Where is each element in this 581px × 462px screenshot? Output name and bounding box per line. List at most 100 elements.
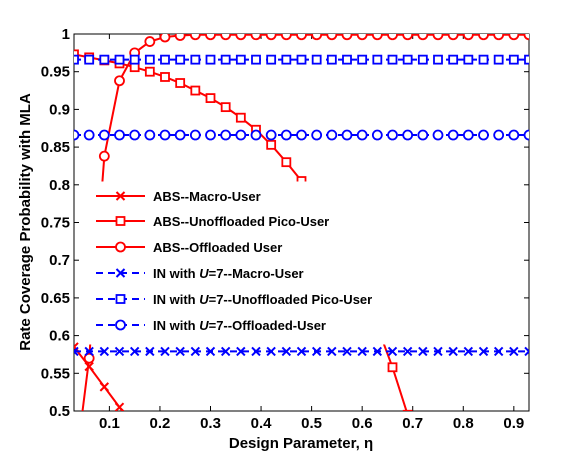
data-point — [311, 54, 322, 65]
data-point — [433, 346, 443, 357]
data-point — [280, 129, 292, 141]
legend-item: ABS--Unoffloaded Pico-User — [96, 214, 329, 229]
series-layer — [74, 34, 529, 411]
data-point — [144, 129, 156, 141]
data-point — [265, 34, 277, 41]
x-tick-label: 0.6 — [352, 415, 373, 432]
data-point — [83, 129, 95, 141]
legend-label-var: U — [199, 292, 209, 307]
data-point — [114, 346, 125, 357]
legend-label: IN with U=7--Offloaded-User — [153, 318, 326, 333]
data-point — [387, 54, 398, 65]
data-point — [326, 129, 338, 141]
data-point — [432, 129, 444, 141]
data-point — [74, 129, 80, 141]
x-tick-label: 0.4 — [251, 415, 273, 432]
data-point — [98, 129, 110, 141]
data-point — [342, 346, 352, 357]
data-point — [371, 129, 383, 141]
data-point — [356, 34, 368, 41]
legend-label: IN with U=7--Unoffloaded Pico-User — [153, 292, 372, 307]
legend-label: ABS--Offloaded User — [153, 240, 282, 255]
data-point — [174, 129, 186, 141]
data-point — [508, 34, 520, 41]
y-tick-label: 1 — [62, 26, 70, 43]
data-point — [265, 129, 277, 141]
y-tick-label: 0.8 — [49, 177, 70, 194]
data-point — [189, 129, 201, 141]
data-point — [144, 54, 155, 65]
data-point — [432, 34, 444, 41]
data-point — [402, 54, 413, 65]
data-point — [205, 129, 216, 141]
data-point — [478, 34, 489, 41]
data-point — [175, 54, 186, 65]
data-point — [220, 34, 232, 41]
x-axis-label: Design Parameter, η — [229, 435, 373, 452]
data-point — [296, 346, 307, 357]
data-point — [251, 346, 261, 357]
legend-label-suffix: =7--Unoffloaded Pico-User — [209, 292, 373, 307]
data-point — [509, 346, 519, 357]
data-point — [205, 34, 216, 41]
y-tick-label: 0.7 — [49, 252, 70, 269]
data-point — [478, 346, 489, 357]
legend-label-prefix: IN with — [153, 318, 199, 333]
data-point — [190, 85, 201, 96]
data-point — [159, 129, 171, 141]
data-point — [371, 34, 383, 41]
data-point — [190, 54, 201, 65]
data-point — [281, 54, 292, 65]
x-tick-label: 0.5 — [301, 415, 322, 432]
data-point — [190, 346, 201, 357]
data-point — [493, 129, 505, 141]
data-point — [84, 361, 94, 372]
data-point — [523, 34, 529, 41]
data-point — [74, 346, 79, 357]
data-point — [114, 75, 125, 87]
data-point — [281, 346, 292, 357]
data-point — [159, 34, 171, 43]
data-point — [83, 352, 95, 364]
data-point — [433, 54, 443, 65]
data-point — [448, 346, 458, 357]
data-point — [478, 54, 489, 65]
legend-label-prefix: IN with — [153, 292, 199, 307]
y-tick-label: 0.75 — [41, 215, 70, 232]
data-point — [448, 54, 459, 65]
x-tick-label: 0.2 — [150, 415, 171, 432]
data-point — [220, 346, 231, 357]
data-point — [327, 346, 337, 357]
data-point — [417, 34, 429, 41]
data-point — [478, 129, 489, 141]
legend-label: ABS--Macro-User — [153, 189, 261, 204]
data-point — [205, 346, 216, 357]
data-point — [326, 34, 338, 41]
legend-label-prefix: ABS--Offloaded User — [153, 240, 282, 255]
data-point — [462, 129, 474, 141]
data-point — [99, 382, 110, 392]
data-point — [235, 34, 247, 41]
series-4 — [74, 54, 529, 65]
data-point — [462, 34, 474, 41]
data-point — [447, 129, 459, 141]
x-tick-label: 0.8 — [453, 415, 474, 432]
data-point — [508, 54, 519, 65]
data-point — [387, 129, 398, 141]
data-point — [508, 129, 520, 141]
series-3 — [74, 346, 529, 357]
data-point — [342, 54, 352, 65]
y-tick-label: 0.6 — [49, 328, 70, 345]
data-point — [251, 54, 261, 65]
legend: ABS--Macro-User ABS--Unoffloaded Pico-Use… — [83, 181, 403, 345]
data-point — [129, 54, 140, 65]
data-point — [266, 54, 277, 65]
tick-labels: 0.1 0.2 0.3 0.4 0.5 0.6 0.7 0.8 0.9 0.5 0.55 0.6 0.6… — [41, 26, 524, 432]
x-tick-label: 0.3 — [200, 415, 221, 432]
data-point — [402, 129, 414, 141]
data-point — [205, 93, 216, 103]
data-point — [266, 346, 276, 357]
data-point — [160, 54, 170, 65]
legend-label-prefix: ABS--Macro-User — [153, 189, 261, 204]
data-point — [357, 54, 368, 65]
